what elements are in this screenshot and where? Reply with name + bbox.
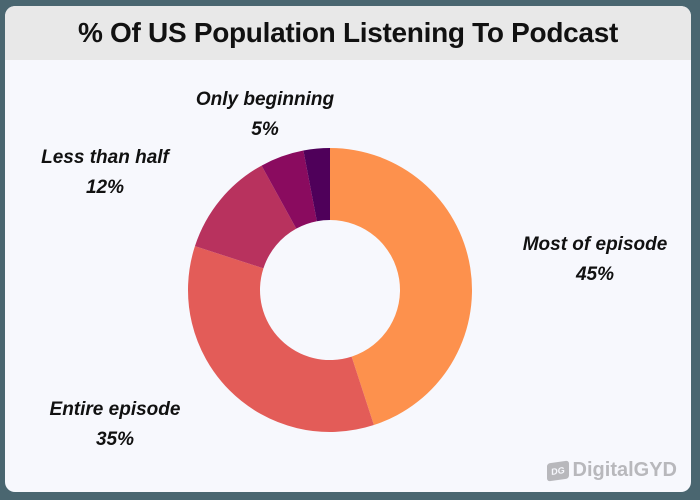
donut-slice-most-of-episode (330, 148, 472, 426)
label-entire-episode: Entire episode 35% (25, 395, 205, 455)
donut-slice-only-beginning (261, 150, 317, 229)
label-value: 45% (575, 264, 615, 285)
donut-slice-entire-episode (188, 246, 374, 432)
label-less-than-half: Less than half 12% (20, 143, 190, 203)
chart-card: % Of US Population Listening To Podcast … (5, 6, 691, 492)
brand-name: DigitalGYD (572, 459, 677, 481)
brand-icon: DG (546, 459, 569, 482)
label-name: Most of episode (522, 234, 668, 255)
label-name: Entire episode (49, 399, 181, 420)
label-most-of-episode: Most of episode 45% (510, 230, 680, 290)
label-value: 5% (251, 119, 279, 140)
donut-chart (188, 148, 472, 432)
donut-slice-less-than-half (194, 165, 297, 269)
brand-logo: DG DigitalGYD (546, 459, 677, 482)
label-only-beginning: Only beginning 5% (180, 85, 350, 145)
label-name: Only beginning (195, 89, 335, 110)
title-bar: % Of US Population Listening To Podcast (5, 6, 691, 60)
label-value: 12% (85, 177, 125, 198)
label-value: 35% (95, 429, 135, 450)
donut-slice-other (303, 148, 330, 222)
chart-title: % Of US Population Listening To Podcast (77, 17, 618, 48)
label-name: Less than half (41, 147, 169, 168)
